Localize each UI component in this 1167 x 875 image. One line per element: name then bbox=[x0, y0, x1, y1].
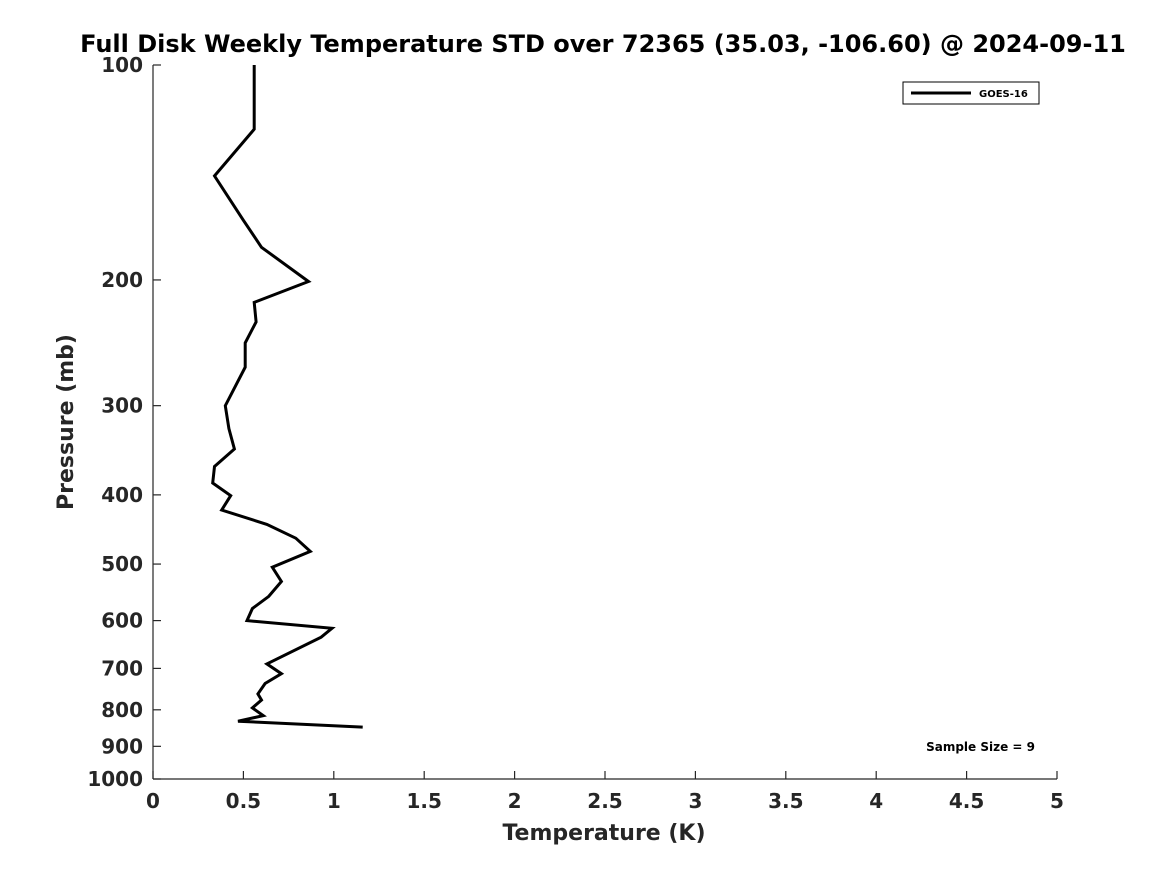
y-tick-label: 800 bbox=[101, 698, 143, 722]
x-tick-label: 1 bbox=[327, 789, 341, 813]
x-tick-label: 0 bbox=[146, 789, 160, 813]
legend: GOES-16 bbox=[902, 81, 1040, 105]
x-tick-label: 2 bbox=[508, 789, 522, 813]
y-tick-label: 500 bbox=[101, 552, 143, 576]
x-tick-label: 1.5 bbox=[406, 789, 441, 813]
x-axis-ticks: 0 0.5 1 1.5 2 2.5 3 3.5 4 4.5 5 bbox=[146, 771, 1064, 813]
x-tick-label: 5 bbox=[1050, 789, 1064, 813]
y-tick-label: 1000 bbox=[87, 767, 143, 791]
x-tick-label: 0.5 bbox=[226, 789, 261, 813]
y-tick-label: 100 bbox=[101, 53, 143, 77]
chart-title: Full Disk Weekly Temperature STD over 72… bbox=[80, 30, 1126, 58]
y-tick-label: 700 bbox=[101, 656, 143, 680]
x-axis-label: Temperature (K) bbox=[502, 821, 705, 846]
x-tick-label: 2.5 bbox=[587, 789, 622, 813]
sample-size-annotation: Sample Size = 9 bbox=[926, 740, 1035, 754]
x-tick-label: 3 bbox=[688, 789, 702, 813]
legend-label-goes-16: GOES-16 bbox=[979, 89, 1028, 100]
series-group bbox=[211, 65, 363, 729]
series-line-goes-16 bbox=[211, 65, 363, 729]
x-tick-label: 4 bbox=[869, 789, 883, 813]
y-tick-label: 200 bbox=[101, 268, 143, 292]
y-tick-label: 600 bbox=[101, 609, 143, 633]
y-tick-label: 900 bbox=[101, 734, 143, 758]
x-tick-label: 3.5 bbox=[768, 789, 803, 813]
plot-area bbox=[152, 65, 1057, 780]
y-tick-label: 400 bbox=[101, 483, 143, 507]
y-axis-label: Pressure (mb) bbox=[54, 334, 79, 510]
y-tick-label: 300 bbox=[101, 394, 143, 418]
x-tick-label: 4.5 bbox=[949, 789, 984, 813]
y-axis-ticks: 100 200 300 400 500 600 700 800 900 1000 bbox=[87, 53, 161, 791]
